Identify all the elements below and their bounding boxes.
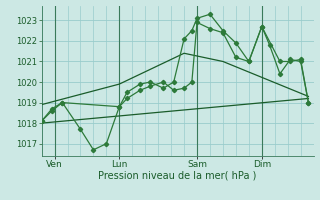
X-axis label: Pression niveau de la mer( hPa ): Pression niveau de la mer( hPa )	[99, 171, 257, 181]
